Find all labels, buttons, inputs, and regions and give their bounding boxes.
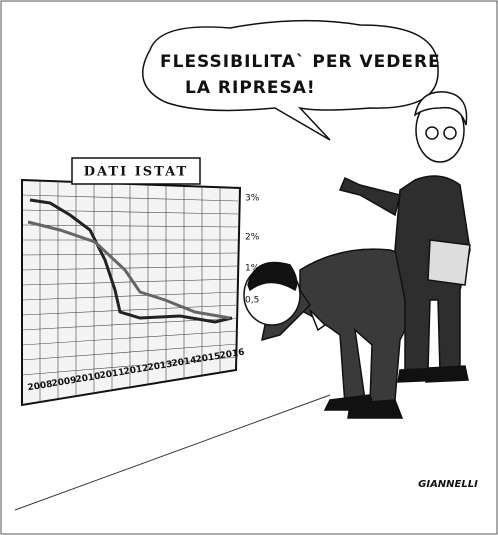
board-title: DATI ISTAT — [84, 165, 188, 180]
signature: GIANNELLI — [418, 479, 478, 490]
speech-text: LA RIPRESA! — [185, 78, 316, 98]
percent-label: 1% — [245, 264, 260, 274]
speech-text: FLESSIBILITA` PER VEDERE — [160, 52, 441, 72]
percent-label: 0,5 — [245, 296, 259, 306]
percent-label: 3% — [245, 194, 260, 204]
percent-label: 2% — [245, 233, 260, 243]
cartoon: DATI ISTAT GIANNELLI FLESSIBILITA` PER V… — [0, 0, 498, 535]
